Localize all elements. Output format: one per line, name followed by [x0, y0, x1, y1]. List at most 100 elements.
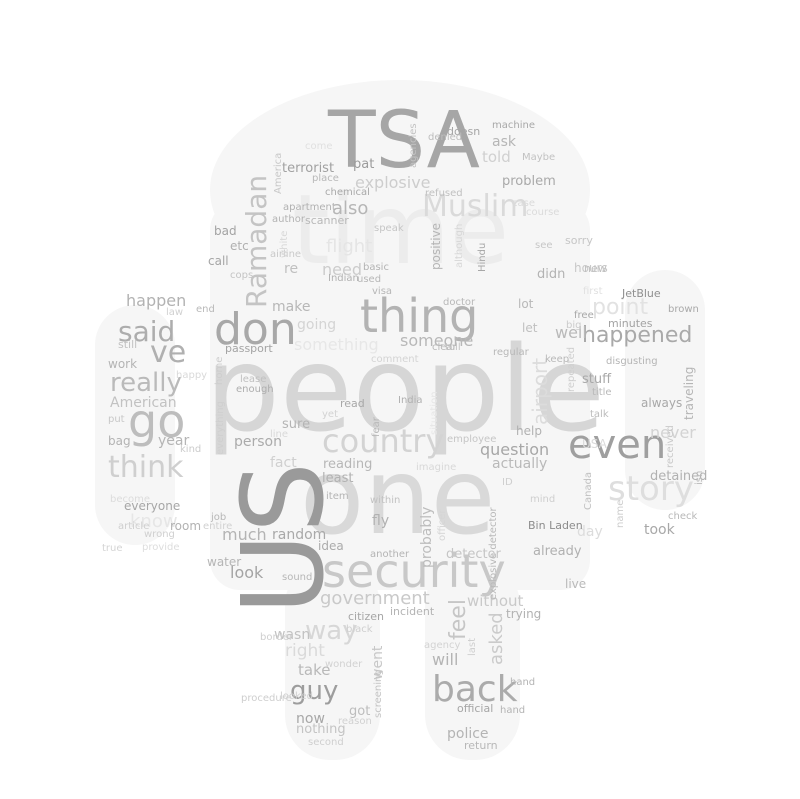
word-item: item [326, 491, 349, 502]
word-agencies: agencies [408, 123, 419, 168]
word-hand: hand [500, 705, 526, 716]
word-screening: screening [373, 669, 384, 718]
word-hours: hours [574, 261, 608, 275]
word-situation: situation [429, 391, 440, 435]
word-right: right [285, 641, 325, 661]
word-visa: visa [372, 286, 393, 297]
word-white: white [279, 230, 290, 258]
word-home: home [214, 356, 225, 385]
word-water: water [207, 555, 242, 569]
word-everyone: everyone [124, 499, 181, 513]
word-border: border [260, 632, 294, 643]
word-way: way [305, 616, 358, 646]
word-name: name [615, 499, 626, 528]
word-sorry: sorry [565, 234, 593, 247]
word-law: law [166, 307, 184, 318]
word-going: going [297, 317, 337, 333]
word-india: India [398, 395, 423, 406]
word-isn: isn [694, 470, 705, 485]
word-traveling: traveling [682, 366, 696, 420]
word-time: time [292, 174, 509, 286]
word-wonder: wonder [325, 659, 363, 670]
word-ask: ask [492, 134, 516, 150]
word-second: second [308, 737, 344, 748]
word-random: random [272, 527, 327, 543]
word-scanner: scanner [305, 214, 349, 227]
word-ve: ve [150, 335, 187, 370]
word-passport: passport [225, 342, 273, 355]
word-really: really [110, 368, 182, 398]
word-author: author [272, 214, 305, 225]
word-need: need [322, 260, 362, 279]
word-well: well [555, 323, 587, 342]
word-work: work [108, 357, 138, 371]
word-lease: lease [240, 374, 267, 385]
word-guy: guy [290, 676, 339, 706]
word-think: think [108, 450, 184, 485]
word-talk: talk [590, 409, 609, 420]
word-id: ID [502, 477, 513, 488]
word-kind: kind [180, 444, 202, 455]
word-someone: someone [400, 331, 474, 350]
word-let: let [522, 321, 538, 335]
word-flight: flight [326, 236, 373, 257]
word-new: new [584, 262, 607, 275]
word-reading: reading [323, 457, 373, 472]
word-indian: Indian [328, 273, 359, 284]
word-re: re [284, 261, 299, 277]
word-looked: looked [280, 691, 313, 702]
word-people: people [205, 320, 605, 458]
word-least: least [322, 471, 354, 486]
word-toll: toll [445, 342, 461, 353]
word-hand: hand [510, 677, 536, 688]
word-probably: probably [419, 506, 435, 568]
word-live: live [565, 577, 587, 591]
word-come: come [305, 141, 333, 152]
word-now: now [296, 711, 325, 727]
word-help: help [516, 424, 542, 438]
word-happened: happened [582, 323, 693, 348]
word-free: free [574, 310, 594, 321]
word-question: question [480, 440, 550, 459]
word-chemical: chemical [325, 187, 370, 198]
word-happen: happen [126, 291, 187, 310]
word-job: job [211, 512, 227, 523]
word-problem: problem [502, 174, 556, 189]
word-call: call [208, 254, 229, 268]
word-hindu: Hindu [477, 242, 488, 272]
word-something: something [294, 335, 379, 354]
word-detained: detained [650, 469, 708, 484]
word-person: person [234, 434, 282, 450]
word-already: already [533, 544, 582, 559]
word-article: article [118, 521, 150, 532]
word-employee: employee [447, 434, 497, 445]
word-country: country [322, 422, 445, 460]
word-everything: everything [215, 401, 226, 455]
word-told: told [482, 148, 511, 166]
word-disgusting: disgusting [606, 356, 658, 367]
word-doesn: doesn [447, 125, 481, 138]
word-incident: incident [390, 605, 435, 618]
word-end: end [196, 304, 215, 315]
word-trying: trying [506, 607, 542, 621]
word-muslim: Muslim [422, 189, 529, 224]
word-received: received [665, 425, 676, 468]
word-point: point [592, 295, 649, 320]
word-took: took [644, 522, 675, 538]
word-pat: pat [353, 157, 375, 172]
word-check: check [668, 511, 698, 522]
word-even: even [568, 422, 667, 468]
word-true: true [102, 543, 123, 554]
word-doctor: doctor [443, 297, 476, 308]
word-tsa: TSA [328, 96, 480, 186]
word-speak: speak [374, 223, 404, 234]
word-got: got [349, 704, 371, 719]
word-go: go [128, 394, 186, 448]
word-yet: yet [322, 409, 338, 420]
word-bad: bad [214, 224, 237, 238]
word-title: title [592, 387, 612, 398]
word-become: become [110, 494, 151, 505]
word-big: big [566, 320, 582, 331]
word-detector: detector [446, 547, 501, 562]
